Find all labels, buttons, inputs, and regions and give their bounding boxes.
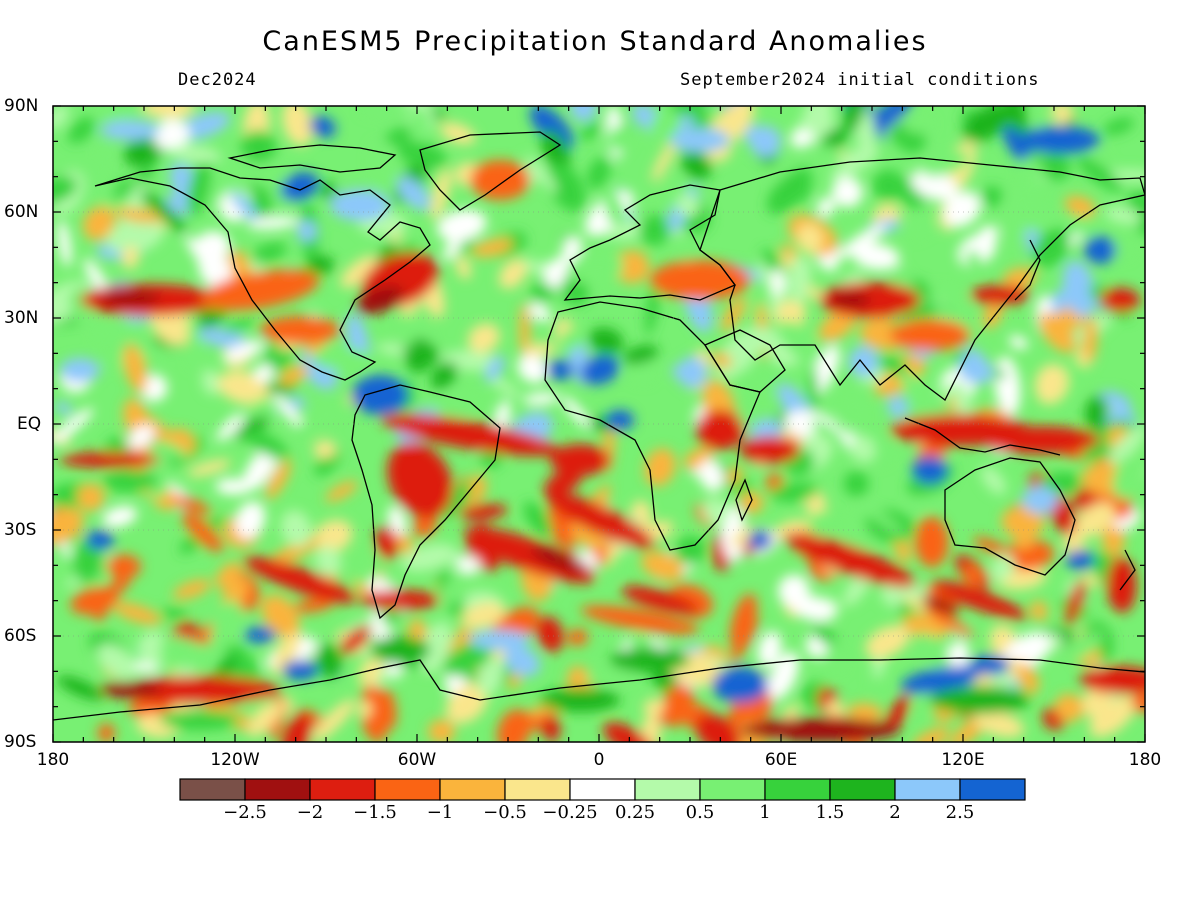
coast-madagascar [735, 478, 753, 522]
valid-month-label: Dec2024 [178, 70, 257, 90]
coast-indonesia [904, 417, 1061, 456]
colorbar-label-10: 2 [889, 802, 901, 823]
coast-africa [544, 301, 761, 551]
lon-label-120w: 120W [210, 750, 260, 770]
coast-south-america [351, 384, 501, 620]
lon-label-60e: 60E [764, 750, 798, 770]
lat-label-90s: 90S [4, 732, 37, 752]
colorbar-label-6: 0.25 [614, 802, 656, 823]
colorbar-label-4: −0.5 [483, 802, 527, 823]
colorbar-label-8: 1 [759, 802, 771, 823]
lon-label-180e: 180 [1128, 750, 1162, 770]
coast-antarctica [53, 657, 1145, 721]
colorbar-label-3: −1 [426, 802, 454, 823]
axis-ticks [52, 105, 1146, 743]
chart-title: CanESM5 Precipitation Standard Anomalies [262, 26, 928, 57]
coast-new-zealand [1119, 549, 1136, 591]
init-conditions-label: September2024 initial conditions [680, 70, 1040, 90]
lat-label-90n: 90N [4, 96, 39, 116]
lat-label-30s: 30S [4, 520, 37, 540]
coast-arabia [704, 329, 786, 393]
coast-asia [699, 157, 1145, 401]
gridlines [53, 211, 1145, 637]
coast-greenland [419, 131, 562, 211]
colorbar-label-7: 0.5 [685, 802, 715, 823]
lat-label-60n: 60N [4, 202, 39, 222]
anomaly-blobs [53, 106, 1145, 742]
lon-label-60w: 60W [397, 750, 437, 770]
lat-label-30n: 30N [4, 308, 39, 328]
colorbar-label-2: −1.5 [353, 802, 397, 823]
colorbar-label-9: 1.5 [815, 802, 845, 823]
anomaly-field [53, 106, 1145, 742]
lat-label-60s: 60S [4, 626, 37, 646]
colorbar-label-0: −2.5 [223, 802, 267, 823]
coast-japan [1014, 239, 1041, 301]
coast-europe [563, 184, 737, 301]
coast-north-america [94, 167, 431, 381]
lon-label-180w: 180 [36, 750, 70, 770]
colorbar-label-5: −0.25 [542, 802, 598, 823]
lon-label-0: 0 [593, 750, 605, 770]
lon-label-120e: 120E [941, 750, 985, 770]
lat-label-eq: EQ [17, 414, 42, 434]
colorbar-label-11: 2.5 [945, 802, 975, 823]
coastlines [53, 131, 1145, 721]
coast-arctic-islands [227, 144, 397, 173]
colorbar-label-1: −2 [296, 802, 324, 823]
coast-australia [944, 457, 1076, 576]
